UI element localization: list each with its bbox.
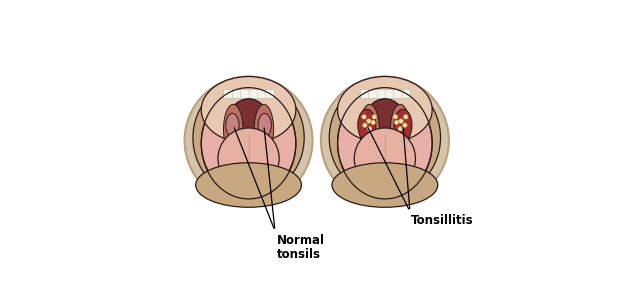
Ellipse shape bbox=[394, 120, 399, 125]
Ellipse shape bbox=[403, 123, 407, 127]
Ellipse shape bbox=[332, 163, 438, 207]
FancyBboxPatch shape bbox=[350, 181, 357, 187]
Ellipse shape bbox=[337, 76, 432, 143]
Ellipse shape bbox=[371, 120, 376, 125]
Ellipse shape bbox=[185, 76, 312, 205]
Ellipse shape bbox=[394, 109, 412, 141]
Ellipse shape bbox=[245, 131, 252, 145]
Ellipse shape bbox=[372, 115, 376, 119]
Ellipse shape bbox=[354, 128, 415, 189]
Ellipse shape bbox=[382, 131, 388, 145]
FancyBboxPatch shape bbox=[277, 181, 284, 187]
Ellipse shape bbox=[367, 119, 371, 123]
Ellipse shape bbox=[399, 119, 403, 123]
Text: Tonsillitis: Tonsillitis bbox=[412, 214, 474, 227]
Ellipse shape bbox=[362, 99, 407, 155]
Ellipse shape bbox=[358, 109, 376, 141]
Ellipse shape bbox=[390, 104, 410, 155]
Text: tonsils: tonsils bbox=[277, 248, 320, 260]
Ellipse shape bbox=[218, 128, 279, 189]
FancyBboxPatch shape bbox=[229, 188, 268, 195]
FancyBboxPatch shape bbox=[413, 181, 420, 187]
Ellipse shape bbox=[193, 79, 304, 196]
Ellipse shape bbox=[196, 163, 302, 207]
Ellipse shape bbox=[201, 90, 296, 196]
Ellipse shape bbox=[201, 76, 296, 143]
Ellipse shape bbox=[362, 115, 366, 119]
Ellipse shape bbox=[226, 99, 271, 155]
FancyBboxPatch shape bbox=[360, 89, 410, 98]
Ellipse shape bbox=[329, 79, 440, 196]
Ellipse shape bbox=[398, 126, 403, 131]
Ellipse shape bbox=[393, 115, 397, 119]
Ellipse shape bbox=[224, 104, 243, 155]
Ellipse shape bbox=[367, 126, 372, 131]
Ellipse shape bbox=[226, 113, 239, 137]
FancyBboxPatch shape bbox=[213, 181, 220, 187]
Ellipse shape bbox=[360, 104, 380, 155]
FancyBboxPatch shape bbox=[365, 188, 404, 195]
Ellipse shape bbox=[254, 104, 273, 155]
Ellipse shape bbox=[403, 115, 408, 119]
FancyBboxPatch shape bbox=[223, 89, 274, 98]
Ellipse shape bbox=[321, 76, 449, 205]
Ellipse shape bbox=[362, 123, 367, 127]
Ellipse shape bbox=[258, 113, 272, 137]
Text: Normal: Normal bbox=[277, 234, 325, 247]
Ellipse shape bbox=[337, 90, 432, 196]
